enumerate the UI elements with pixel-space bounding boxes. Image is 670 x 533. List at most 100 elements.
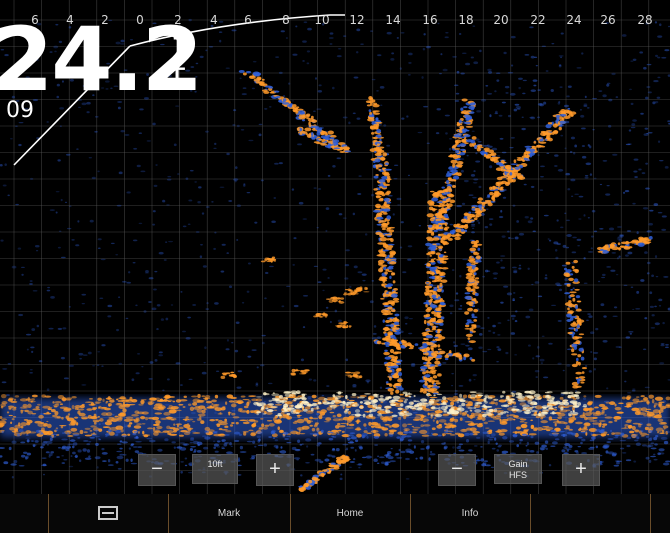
sonar-return-dot [61, 438, 68, 441]
structure-return [471, 358, 476, 362]
sonar-return-dot [551, 397, 555, 400]
sonar-return-dot [246, 290, 250, 293]
sonar-return-dot [98, 438, 102, 441]
sonar-return-dot [20, 422, 28, 427]
sonar-return-dot [65, 446, 72, 449]
structure-return [580, 381, 585, 384]
sonar-return-dot [221, 447, 226, 450]
sonar-return-dot [465, 401, 468, 404]
sonar-return-dot [232, 400, 239, 404]
structure-return [441, 289, 444, 293]
structure-return [394, 372, 398, 377]
sonar-return-dot [107, 459, 111, 463]
structure-return [426, 263, 432, 267]
sonar-return-dot [230, 371, 235, 374]
sonar-return-dot [366, 432, 372, 434]
sonar-return-dot [293, 457, 301, 460]
sonar-return-dot [68, 26, 72, 29]
sonar-return-dot [667, 74, 670, 77]
sonar-return-dot [518, 86, 521, 90]
sonar-return-dot [404, 393, 408, 397]
sonar-return-dot [8, 446, 12, 451]
sonar-return-dot [373, 435, 380, 439]
sonar-return-dot [667, 307, 670, 311]
sonar-return-dot [198, 186, 202, 189]
sonar-return-dot [188, 471, 194, 474]
sonar-return-dot [108, 431, 115, 436]
sonar-return-dot [302, 40, 307, 43]
sonar-return-dot [145, 270, 149, 273]
sonar-return-dot [497, 412, 504, 416]
structure-return [409, 344, 415, 348]
sonar-return-dot [22, 451, 28, 454]
sonar-return-dot [275, 414, 283, 417]
sonar-return-dot [48, 455, 51, 458]
sonar-return-dot [551, 441, 558, 445]
structure-return [438, 336, 446, 340]
sonar-return-dot [398, 412, 405, 417]
sonar-return-dot [640, 432, 648, 436]
sonar-return-dot [345, 394, 348, 400]
sonar-return-dot [624, 380, 627, 383]
sonar-return-dot [570, 178, 576, 182]
sonar-return-dot [342, 116, 348, 119]
sonar-return-dot [514, 431, 518, 435]
sonar-return-dot [642, 207, 649, 210]
sonar-return-dot [154, 359, 158, 362]
structure-return [438, 226, 444, 230]
sonar-return-dot [479, 49, 482, 53]
structure-return [446, 193, 454, 197]
sonar-return-dot [576, 238, 582, 241]
sonar-return-dot [255, 382, 259, 385]
sonar-return-dot [658, 421, 668, 425]
sonar-return-dot [345, 405, 352, 409]
structure-return [375, 121, 383, 124]
sonar-return-dot [336, 433, 340, 435]
sonar-return-dot [454, 418, 459, 423]
sonar-return-dot [184, 457, 188, 460]
sonar-return-dot [601, 273, 606, 277]
sonar-return-dot [168, 240, 174, 243]
sonar-return-dot [121, 441, 128, 444]
sonar-return-dot [613, 436, 619, 439]
sonar-return-dot [361, 436, 365, 439]
sonar-return-dot [273, 417, 277, 422]
structure-return [471, 325, 477, 329]
sonar-return-dot [182, 35, 188, 39]
sonar-return-dot [644, 251, 648, 254]
sonar-return-dot [602, 423, 608, 426]
sonar-return-dot [579, 414, 586, 419]
structure-return [439, 322, 444, 326]
sonar-return-dot [8, 407, 12, 410]
sonar-return-dot [204, 436, 211, 440]
structure-return [387, 227, 392, 230]
sonar-return-dot [50, 451, 55, 454]
sonar-return-dot [252, 60, 257, 63]
sonar-return-dot [667, 379, 670, 381]
sonar-return-dot [84, 401, 94, 403]
sonar-return-dot [88, 455, 91, 458]
sonar-return-dot [123, 403, 132, 406]
structure-return [450, 172, 455, 175]
structure-return [565, 261, 571, 265]
sonar-return-dot [605, 450, 609, 454]
structure-return [454, 139, 462, 144]
sonar-return-dot [651, 314, 655, 317]
sonar-return-dot [153, 288, 157, 291]
sonar-return-dot [133, 147, 138, 150]
sonar-return-dot [660, 436, 668, 441]
structure-return [465, 117, 470, 121]
structure-return [492, 159, 498, 162]
sonar-return-dot [278, 394, 284, 399]
sonar-return-dot [18, 143, 22, 147]
sonar-return-dot [514, 319, 518, 323]
sonar-return-dot [26, 422, 31, 426]
sonar-return-dot [65, 447, 70, 452]
structure-return [368, 109, 372, 113]
sonar-return-dot [296, 458, 299, 461]
sonar-return-dot [616, 461, 620, 465]
structure-return [437, 233, 441, 237]
sonar-return-dot [655, 427, 664, 432]
sonar-return-dot [510, 314, 516, 318]
